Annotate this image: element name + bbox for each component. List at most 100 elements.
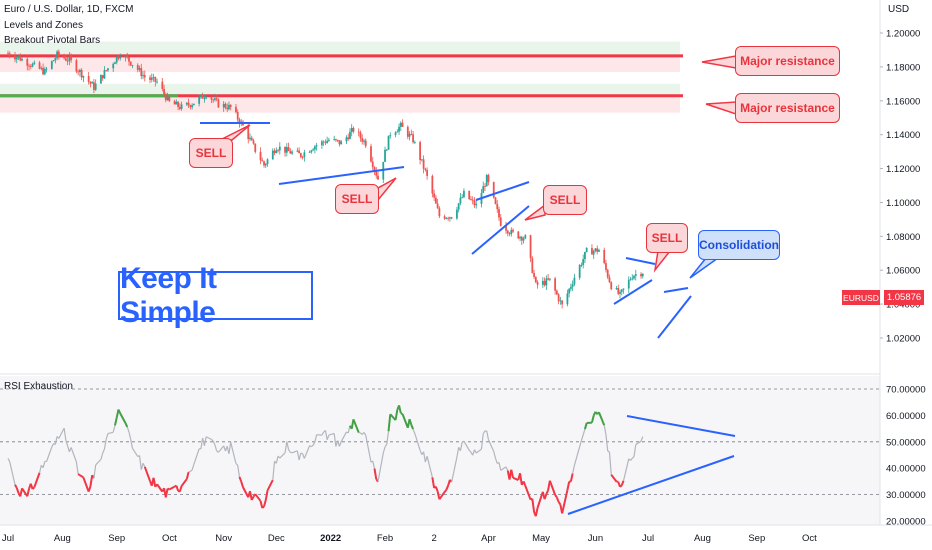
- candle-body: [15, 57, 18, 60]
- price-tick-label: 1.14000: [886, 130, 920, 141]
- candle-body: [259, 151, 262, 161]
- rsi-segment: [445, 485, 450, 491]
- time-tick-label: Nov: [215, 533, 232, 544]
- candle-body: [178, 106, 181, 109]
- candle-body: [271, 150, 274, 160]
- candle-body: [8, 53, 11, 57]
- candle-body: [17, 56, 20, 58]
- candle-body: [375, 170, 378, 176]
- rsi-segment: [582, 428, 586, 435]
- rsi-segment: [580, 434, 584, 441]
- candle-body: [557, 294, 560, 302]
- candle-body: [457, 203, 460, 210]
- rsi-segment: [410, 424, 415, 430]
- rsi-segment: [436, 491, 441, 500]
- candle-body: [396, 131, 399, 133]
- candle-body: [66, 60, 69, 62]
- candle-body: [608, 277, 611, 283]
- candle-body: [413, 142, 416, 143]
- rsi-segment: [131, 447, 139, 457]
- candle-body: [261, 160, 264, 162]
- candle-body: [559, 300, 562, 302]
- rsi-segment: [475, 448, 482, 454]
- rsi-segment: [65, 440, 69, 447]
- rsi-segment: [443, 489, 448, 493]
- candle-body: [296, 150, 299, 152]
- time-tick-label: Jun: [588, 533, 603, 544]
- candle-body: [496, 203, 499, 210]
- candle-body: [203, 98, 206, 99]
- candle-body: [140, 68, 143, 77]
- time-tick-label: Sep: [108, 533, 125, 544]
- candle-body: [308, 152, 311, 153]
- candle-body: [499, 217, 502, 226]
- candle-body: [345, 137, 348, 142]
- rsi-segment: [26, 488, 31, 497]
- rsi-segment: [451, 457, 458, 483]
- candle-body: [94, 83, 97, 90]
- candle-body: [28, 65, 30, 67]
- rsi-segment: [119, 412, 127, 424]
- rsi-segment: [100, 452, 104, 460]
- candle-body: [40, 67, 43, 69]
- rsi-segment: [608, 452, 612, 475]
- rsi-segment: [178, 485, 183, 492]
- candle-body: [596, 248, 599, 252]
- rsi-segment: [408, 418, 413, 426]
- candle-body: [389, 135, 392, 136]
- rsi-segment: [164, 488, 169, 498]
- rsi-segment: [438, 491, 446, 500]
- price-tick-label: 1.04000: [886, 300, 920, 311]
- candle-body: [166, 95, 169, 101]
- candle-body: [29, 66, 32, 67]
- candle-body: [235, 106, 237, 113]
- candle-body: [373, 167, 376, 171]
- candle-body: [117, 56, 120, 59]
- rsi-panel-title[interactable]: RSI Exhaustion: [4, 381, 73, 392]
- callout-pointer-sell-2: [377, 177, 397, 203]
- rsi-segment: [21, 487, 29, 497]
- rsi-segment: [531, 498, 536, 513]
- candle-body: [412, 134, 414, 143]
- candle-body: [54, 58, 57, 61]
- rsi-segment: [640, 436, 644, 442]
- candle-body: [420, 159, 423, 161]
- candle-body: [78, 69, 81, 72]
- candle-body: [622, 288, 625, 290]
- rsi-segment: [67, 445, 70, 453]
- sell-callout-4: SELL: [646, 223, 688, 253]
- candle-body: [547, 278, 550, 280]
- candle-body: [114, 62, 116, 64]
- candle-body: [189, 105, 192, 108]
- candle-body: [617, 288, 620, 294]
- candle-body: [580, 264, 583, 266]
- rsi-segment: [286, 441, 290, 450]
- rsi-segment: [105, 433, 109, 440]
- candle-body: [363, 140, 365, 142]
- rsi-segment: [434, 486, 439, 492]
- time-tick-label: May: [532, 533, 550, 544]
- rsi-trendline-upper: [626, 415, 736, 437]
- indicator-levels-zones-label[interactable]: Levels and Zones: [4, 20, 83, 31]
- candle-body: [201, 94, 204, 99]
- rsi-segment: [373, 468, 378, 480]
- indicator-breakout-bars-label[interactable]: Breakout Pivotal Bars: [4, 35, 101, 46]
- rsi-trendline-lower: [567, 455, 735, 515]
- candle-body: [463, 190, 465, 198]
- rsi-segment: [9, 461, 16, 485]
- candle-body: [508, 233, 511, 235]
- candle-body: [347, 137, 350, 140]
- candle-body: [198, 96, 201, 104]
- rsi-segment: [124, 422, 129, 428]
- price-tick-label: 1.02000: [886, 334, 920, 345]
- candle-body: [31, 63, 34, 67]
- rsi-segment: [112, 425, 116, 433]
- candle-body: [303, 152, 306, 158]
- candle-body: [426, 169, 429, 176]
- candle-body: [142, 75, 144, 77]
- rsi-segment: [338, 441, 342, 447]
- rsi-tick-label: 30.00000: [886, 490, 926, 501]
- rsi-segment: [63, 428, 67, 441]
- candle-body: [214, 98, 216, 100]
